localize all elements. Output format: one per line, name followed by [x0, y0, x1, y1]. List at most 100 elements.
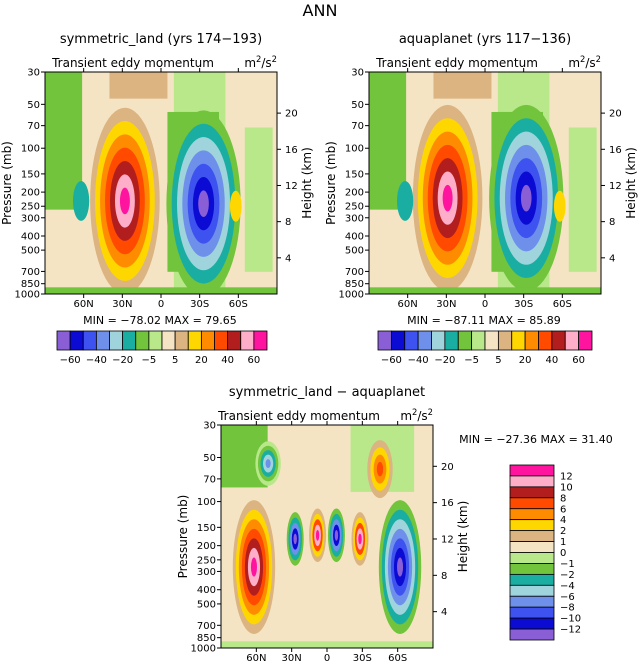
y-tick-label: 150 — [345, 169, 364, 180]
colorbar-label: 6 — [560, 504, 566, 515]
y2-tick-label: 20 — [609, 109, 622, 120]
colorbar-box — [122, 330, 137, 351]
colorbar-box — [511, 330, 526, 351]
y2-tick-label: 8 — [285, 217, 291, 228]
min-max-label: MIN = −27.36 MAX = 31.40 — [459, 433, 613, 446]
y-tick-label: 250 — [21, 202, 40, 213]
nh-positive-cell-level-6 — [250, 557, 258, 577]
y-tick-label: 150 — [197, 523, 216, 534]
y-tick-label: 850 — [21, 279, 40, 290]
colorbar-box — [509, 475, 555, 488]
colorbar-box — [253, 330, 268, 351]
x-tick-label: 60S — [553, 299, 572, 310]
x-tick-label: 60S — [388, 653, 407, 664]
y-tick-label: 100 — [197, 497, 216, 508]
chart-title: symmetric_land − aquaplanet — [229, 385, 425, 400]
colorbar-label: −60 — [381, 355, 402, 366]
colorbar-label: 10 — [560, 482, 573, 493]
colorbar-label: 0 — [560, 548, 566, 559]
colorbar-box — [214, 330, 229, 351]
y-tick-label: 30 — [27, 68, 40, 79]
upper-positive-band — [109, 72, 168, 99]
y-tick-label: 30 — [203, 421, 216, 432]
y2-tick-label: 4 — [441, 607, 447, 618]
colorbar-box — [551, 330, 566, 351]
colorbar-label: 8 — [560, 493, 566, 504]
colorbar-box — [471, 330, 486, 351]
colorbar-box — [509, 552, 555, 564]
panel-difference: symmetric_land − aquaplanet Transient edd… — [176, 385, 613, 664]
colorbar-label: 2 — [560, 526, 566, 537]
colorbar-label: −4 — [560, 581, 575, 592]
colorbar-label: 40 — [546, 355, 559, 366]
y2-tick-label: 16 — [285, 145, 298, 156]
colorbar-0: −60 −40 −20 −5 5 20 40 60 — [56, 330, 268, 366]
y-tick-label: 70 — [351, 121, 364, 132]
x-tick-label: 30S — [514, 299, 533, 310]
chart-title: symmetric_land (yrs 174−193) — [60, 32, 262, 47]
y-tick-label: 700 — [345, 267, 364, 278]
positive-jet-level-6 — [442, 184, 453, 212]
colorbar-label: −10 — [560, 614, 581, 625]
colorbar-box — [509, 573, 555, 586]
y-axis-label: Pressure (mb) — [324, 141, 338, 225]
variable-label: Transient eddy momentum — [51, 56, 214, 70]
colorbar-box — [390, 330, 406, 351]
colorbar-box — [509, 519, 555, 532]
colorbar-box — [509, 606, 555, 619]
nh-small-negative — [72, 180, 90, 221]
y2-tick-label: 4 — [609, 253, 615, 264]
y-tick-label: 400 — [21, 231, 40, 242]
colorbar-label: 4 — [560, 515, 566, 526]
x-tick-label: 0 — [482, 299, 488, 310]
y2-tick-label: 8 — [609, 217, 615, 228]
y-tick-label: 850 — [197, 633, 216, 644]
y-tick-label: 1000 — [339, 290, 364, 301]
y2-axis-label: Height (km) — [300, 147, 314, 218]
x-tick-label: 60N — [246, 653, 266, 664]
y-tick-label: 700 — [197, 621, 216, 632]
y-axis-label: Pressure (mb) — [0, 141, 14, 225]
page-title: ANN — [303, 1, 338, 20]
x-tick-label: 0 — [324, 653, 330, 664]
panel-aquaplanet: aquaplanet (yrs 117−136) Transient eddy m… — [324, 32, 638, 327]
y-tick-label: 300 — [197, 567, 216, 578]
colorbar-box — [187, 330, 202, 351]
min-max-label: MIN = −78.02 MAX = 79.65 — [83, 314, 237, 327]
colorbar-label: −40 — [86, 355, 107, 366]
x-tick-label: 60N — [74, 299, 94, 310]
colorbar-box — [509, 563, 555, 575]
colorbar-label: 5 — [495, 355, 501, 366]
y2-tick-label: 12 — [441, 534, 454, 545]
colorbar-label: −5 — [464, 355, 479, 366]
y-tick-label: 50 — [27, 100, 40, 111]
y-tick-label: 500 — [345, 246, 364, 257]
cell-8n-positive-level-4 — [315, 529, 320, 541]
x-tick-label: 30S — [353, 653, 372, 664]
colorbar-box — [564, 330, 580, 351]
colorbar-label: 1 — [560, 537, 566, 548]
cell-28s-positive-level-4 — [358, 533, 362, 545]
y2-tick-label: 12 — [609, 181, 622, 192]
colorbar-box — [200, 330, 215, 351]
colorbar-box — [509, 541, 555, 553]
y-tick-label: 100 — [345, 144, 364, 155]
y-tick-label: 1000 — [191, 644, 216, 655]
colorbar-box — [82, 330, 97, 351]
colorbar-box — [56, 330, 71, 351]
colorbar-label: 60 — [248, 355, 261, 366]
colorbar-label: 20 — [519, 355, 532, 366]
colorbar-box — [509, 486, 555, 499]
y-tick-label: 300 — [345, 213, 364, 224]
sh-negative-cell-level-6 — [396, 557, 404, 577]
colorbar-label: −6 — [560, 592, 575, 603]
y-tick-label: 200 — [197, 541, 216, 552]
colorbar-label: −8 — [560, 603, 575, 614]
colorbar-box — [509, 497, 555, 510]
colorbar-label: −20 — [112, 355, 133, 366]
colorbar-label: −40 — [408, 355, 429, 366]
min-max-label: MIN = −87.11 MAX = 85.89 — [407, 314, 561, 327]
x-tick-label: 30N — [436, 299, 456, 310]
y-tick-label: 200 — [345, 188, 364, 199]
